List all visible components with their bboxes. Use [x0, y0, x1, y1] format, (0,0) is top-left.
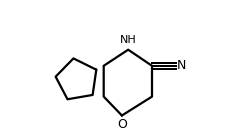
Text: O: O [117, 118, 127, 131]
Text: N: N [177, 59, 186, 72]
Text: NH: NH [120, 35, 137, 45]
